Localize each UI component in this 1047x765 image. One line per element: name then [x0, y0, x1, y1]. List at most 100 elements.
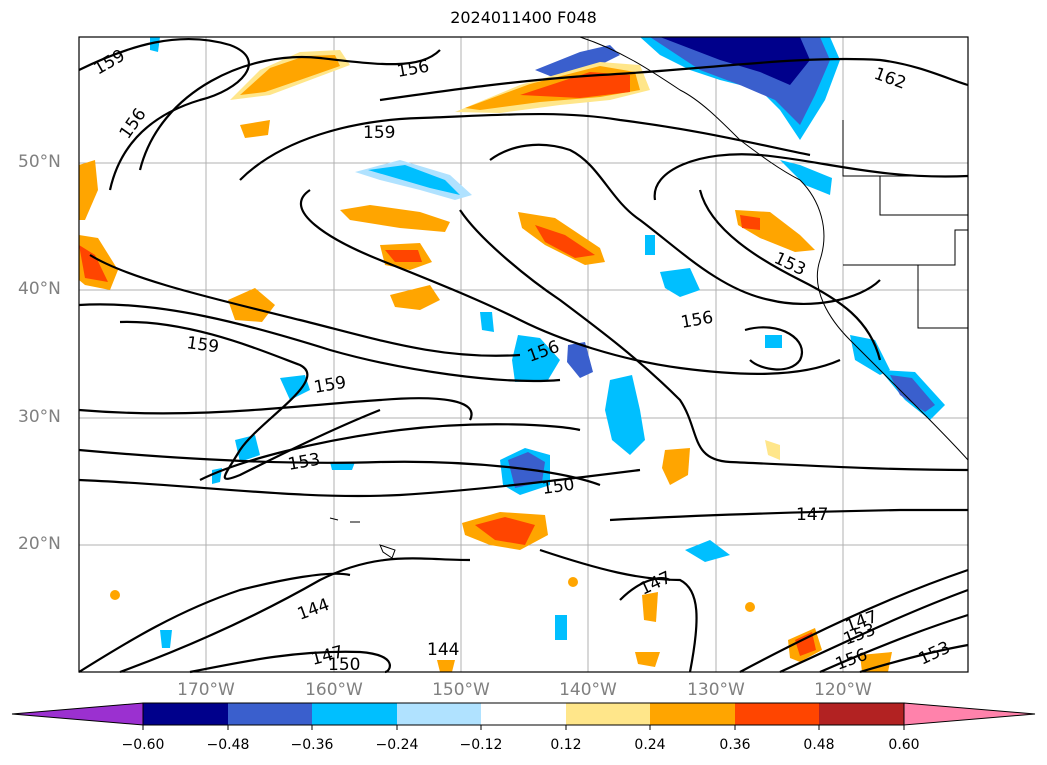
- negative-patch: [660, 37, 810, 85]
- colorbar-tick-label: 0.60: [888, 737, 920, 753]
- colorbar-tick-label: −0.60: [121, 737, 165, 753]
- colorbar-bin: [228, 703, 312, 725]
- lat-label-20n: 20°N: [18, 534, 61, 554]
- positive-patch: [860, 652, 892, 672]
- contour-line: [199, 423, 581, 481]
- negative-patch: [850, 335, 890, 375]
- lon-label-130w: 130°W: [687, 680, 745, 700]
- contour-line: [78, 572, 351, 673]
- colorbar-tick-label: −0.48: [206, 737, 250, 753]
- contour-label: 159: [185, 333, 220, 357]
- negative-patch: [535, 45, 620, 78]
- contour-line: [609, 508, 968, 522]
- contour-line: [459, 209, 969, 472]
- contour-line: [138, 49, 441, 171]
- negative-patch: [685, 540, 730, 562]
- contour-line: [78, 468, 641, 498]
- negative-patch: [480, 312, 494, 332]
- lon-label-140w: 140°W: [559, 680, 617, 700]
- contour-line: [78, 303, 561, 383]
- negative-patch: [280, 375, 310, 400]
- contour-label: 153: [916, 638, 954, 670]
- colorbar-bin: [566, 703, 650, 725]
- contour-line: [78, 448, 601, 487]
- negative-patch: [765, 335, 782, 348]
- contour-label: 153: [286, 450, 321, 475]
- positive-patch: [340, 205, 450, 232]
- lat-label-30n: 30°N: [18, 407, 61, 427]
- positive-patch: [110, 590, 120, 600]
- contour-line: [739, 568, 969, 673]
- contour-label: 150: [541, 475, 576, 499]
- colorbar-tick-label: 0.36: [719, 737, 751, 753]
- colorbar-tick-label: −0.12: [459, 737, 503, 753]
- positive-patch: [520, 72, 630, 98]
- colorbar-bin: [312, 703, 397, 725]
- colorbar-extend-low: [11, 702, 144, 726]
- negative-patch: [780, 160, 832, 195]
- contour-line: [239, 112, 811, 181]
- positive-patch: [662, 448, 690, 485]
- positive-patch: [765, 440, 780, 460]
- negative-patch: [555, 615, 567, 640]
- lon-label-120w: 120°W: [814, 680, 872, 700]
- plot-frame: [78, 36, 969, 673]
- negative-patch: [330, 462, 355, 470]
- contour-label: 162: [871, 64, 908, 94]
- height-contours: [78, 37, 969, 674]
- negative-patch: [660, 268, 700, 297]
- negative-patch: [150, 37, 160, 52]
- coastline: [843, 229, 968, 266]
- positive-patch: [642, 592, 658, 622]
- contour-label: 159: [312, 373, 347, 398]
- contour-line: [299, 189, 841, 375]
- shading-patches: [79, 37, 945, 672]
- colorbar-bin: [650, 703, 735, 725]
- negative-patch: [605, 375, 645, 455]
- negative-patch: [890, 375, 935, 412]
- positive-patch: [745, 602, 755, 612]
- contour-label: 156: [679, 308, 714, 333]
- contour-line: [819, 613, 969, 674]
- coastline: [842, 120, 968, 177]
- contour-line: [379, 57, 969, 102]
- contour-line: [489, 143, 881, 306]
- colorbar-tick-label: 0.48: [803, 737, 835, 753]
- colorbar: [11, 702, 1036, 730]
- negative-patch: [567, 342, 593, 378]
- colorbar-bin: [819, 703, 904, 725]
- colorbar-bin: [397, 703, 481, 725]
- contour-label: 150: [328, 655, 360, 675]
- contour-line: [78, 397, 473, 421]
- colorbar-tick-label: 0.24: [634, 737, 666, 753]
- negative-patch: [368, 165, 460, 195]
- coastline: [917, 265, 968, 329]
- contour-line: [78, 37, 250, 191]
- colorbar-bin: [481, 703, 566, 725]
- contour-label: 156: [116, 105, 151, 143]
- contour-label: 147: [796, 505, 828, 525]
- coastline: [379, 544, 396, 559]
- positive-patch: [568, 577, 578, 587]
- contour-line: [189, 650, 391, 674]
- coastline: [879, 176, 968, 216]
- lat-label-40n: 40°N: [18, 279, 61, 299]
- coastlines: [329, 36, 969, 559]
- colorbar-tick-label: 0.12: [550, 737, 582, 753]
- contour-line: [89, 254, 521, 357]
- colorbar-tick-label: −0.36: [290, 737, 334, 753]
- coastline: [579, 36, 801, 181]
- contour-line: [744, 326, 803, 371]
- positive-patch: [240, 120, 270, 138]
- coastline: [329, 517, 339, 521]
- negative-patch: [235, 435, 260, 462]
- colorbar-frame: [142, 702, 905, 726]
- contour-line: [779, 588, 969, 674]
- positive-patch: [79, 245, 108, 282]
- negative-patch: [645, 235, 655, 255]
- positive-patch: [740, 215, 760, 230]
- contour-label: 144: [295, 595, 332, 625]
- map-title: 2024011400 F048: [450, 8, 597, 27]
- colorbar-extend-high: [903, 702, 1036, 726]
